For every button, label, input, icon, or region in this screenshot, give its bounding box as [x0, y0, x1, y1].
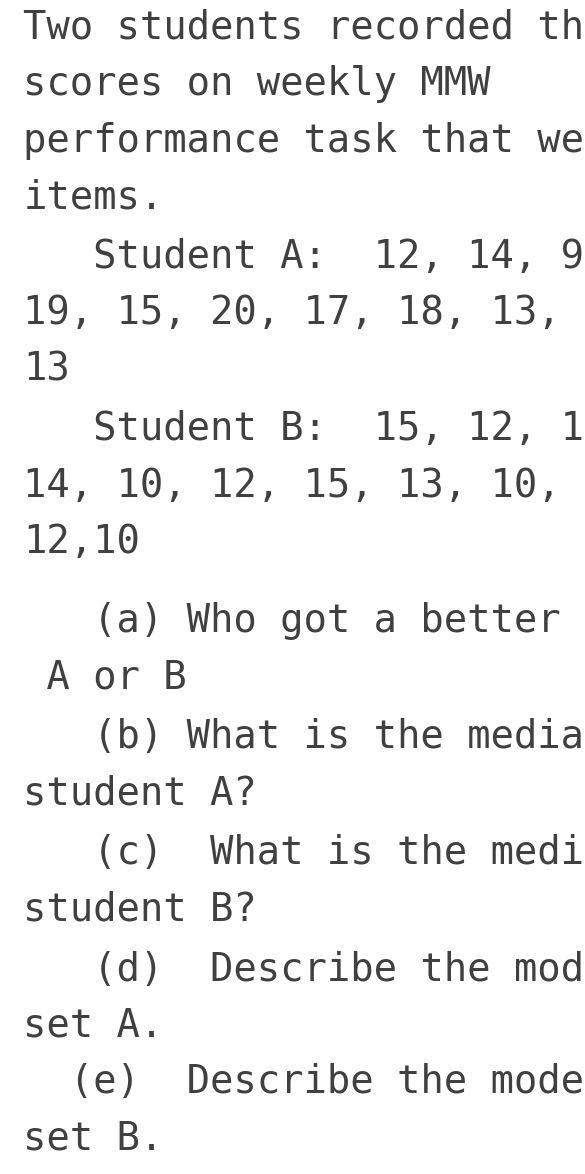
Text: 19, 15, 20, 17, 18, 13, 8, 15, 16,: 19, 15, 20, 17, 18, 13, 8, 15, 16,	[23, 295, 585, 332]
Text: (a) Who got a better average?: (a) Who got a better average?	[23, 602, 585, 640]
Text: items.: items.	[23, 178, 164, 216]
Text: scores on weekly MMW: scores on weekly MMW	[23, 66, 491, 103]
Text: performance task that were 20: performance task that were 20	[23, 122, 585, 160]
Text: set A.: set A.	[23, 1007, 164, 1045]
Text: Student B:  15, 12, 16, 10, 12,: Student B: 15, 12, 16, 10, 12,	[23, 411, 585, 448]
Text: (d)  Describe the mode of data: (d) Describe the mode of data	[23, 951, 585, 989]
Text: student B?: student B?	[23, 891, 257, 929]
Text: (e)  Describe the mode of data: (e) Describe the mode of data	[23, 1064, 585, 1101]
Text: Two students recorded their: Two students recorded their	[23, 9, 585, 47]
Text: (b) What is the median of: (b) What is the median of	[23, 718, 585, 756]
Text: 14, 10, 12, 15, 13, 10, 11, 11,: 14, 10, 12, 15, 13, 10, 11, 11,	[23, 467, 585, 505]
Text: A or B: A or B	[23, 659, 187, 696]
Text: (c)  What is the median of: (c) What is the median of	[23, 835, 585, 872]
Text: Student A:  12, 14, 9, 10, 8,: Student A: 12, 14, 9, 10, 8,	[23, 238, 585, 276]
Text: 12,10: 12,10	[23, 524, 140, 561]
Text: set B.: set B.	[23, 1120, 164, 1158]
Text: 13: 13	[23, 351, 70, 389]
Text: student A?: student A?	[23, 775, 257, 812]
